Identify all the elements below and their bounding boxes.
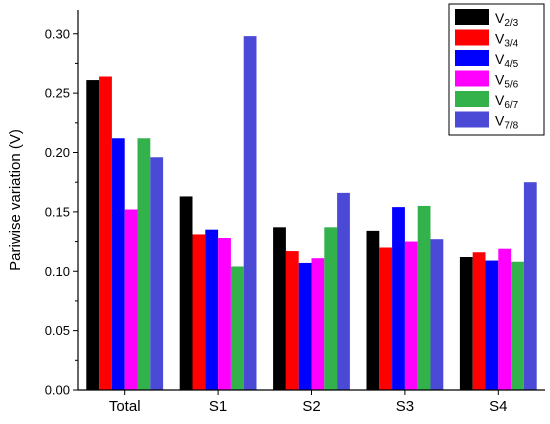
bars-layer [86,36,537,391]
bar-6-7-s2 [324,227,338,390]
legend-box [448,3,545,136]
bar-7-8-total [150,157,164,390]
bar-4-5-total [111,138,125,390]
bar-4-5-s4 [485,260,499,390]
bar-2-3-s2 [273,227,286,390]
bar-7-8-s3 [430,239,444,390]
y-tick-label: 0.05 [45,323,70,338]
bar-2-3-s3 [366,230,380,391]
bar-4-5-s3 [392,207,405,391]
bar-4-5-s1 [205,229,219,390]
bar-5-6-s3 [404,241,418,390]
bar-5-6-s1 [218,238,231,390]
bar-3-4-s2 [285,251,299,390]
axes-layer: 0.00 0.05 0.10 0.15 0.20 0.25 0.30 Total S1 S2 S3 S… [7,10,545,415]
bar-6-7-s1 [230,266,244,390]
bar-3-4-s3 [379,247,393,390]
bar-2-3-s1 [179,196,193,390]
x-tick-label: S1 [209,398,227,415]
legend-swatch [455,9,489,25]
y-tick-label: 0.10 [45,264,70,279]
bar-6-7-s3 [417,205,431,390]
bar-7-8-s2 [337,192,350,390]
x-tick-label: S2 [302,398,320,415]
legend-swatch [455,29,489,46]
bar-3-4-total [99,76,112,390]
bar-6-7-total [137,138,151,390]
bar-7-8-s1 [243,36,257,390]
legend: V2/3V3/4V4/5V5/6V6/7V7/8 [448,3,545,136]
bar-5-6-total [124,209,138,390]
bar-5-6-s4 [498,248,512,390]
bar-3-4-s1 [192,234,206,390]
bar-3-4-s4 [472,252,486,390]
bar-5-6-s2 [311,258,325,390]
bar-7-8-s4 [523,182,537,390]
legend-swatch [455,70,489,87]
y-tick-label: 0.30 [45,26,70,41]
y-tick-label: 0.20 [45,145,70,160]
bar-2-3-total [86,80,100,390]
bar-6-7-s4 [511,261,524,390]
x-tick-label: Total [109,398,141,415]
x-tick-label: S3 [396,398,414,415]
x-tick-label: S4 [489,398,507,415]
legend-swatch [455,50,489,66]
y-tick-label: 0.15 [45,204,70,219]
bar-4-5-s2 [298,262,312,390]
legend-swatch [455,111,489,128]
y-tick-label: 0.25 [45,86,70,101]
y-axis-label: Pariwise variation (V) [7,129,24,271]
bar-2-3-s4 [459,257,473,390]
y-tick-label: 0.00 [45,383,70,398]
legend-swatch [455,91,489,107]
